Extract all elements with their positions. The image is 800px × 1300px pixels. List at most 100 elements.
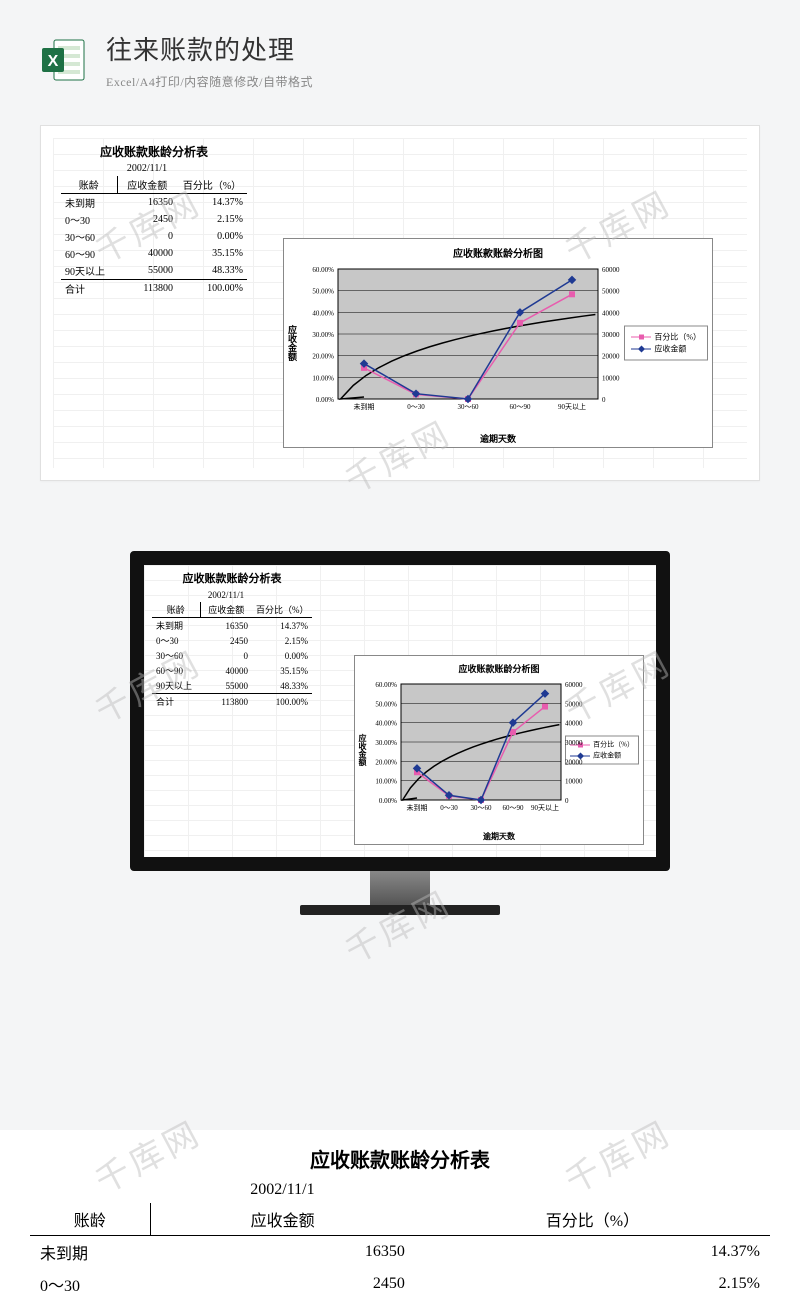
svg-text:60～90: 60～90: [510, 403, 532, 411]
svg-text:90天以上: 90天以上: [531, 803, 559, 812]
svg-text:10.00%: 10.00%: [312, 374, 334, 382]
col-header: 百分比（%）: [177, 176, 247, 194]
cell: 55000: [117, 262, 177, 280]
svg-text:未到期: 未到期: [354, 402, 375, 411]
y-axis-label: 应收金额: [286, 325, 299, 361]
monitor-screen: 应收账款账龄分析表 2002/11/1 账龄 应收金额 百分比（%） 未到期16…: [130, 551, 670, 871]
cell: 60～90: [152, 663, 200, 678]
cell: 40000: [200, 663, 252, 678]
chart-legend: 百分比（%） 应收金额: [624, 326, 708, 361]
page-subtitle: Excel/A4打印/内容随意修改/自带格式: [106, 73, 313, 90]
cell: 2.15%: [177, 211, 247, 228]
total-label: 合计: [61, 280, 117, 298]
monitor-stand-neck: [370, 871, 430, 905]
monitor-mockup: 应收账款账龄分析表 2002/11/1 账龄 应收金额 百分比（%） 未到期16…: [130, 551, 670, 915]
table-date: 2002/11/1: [117, 161, 177, 176]
legend-item: 百分比（%）: [631, 332, 701, 343]
legend-label: 应收金额: [654, 344, 686, 355]
preview-card-1: 应收账款账龄分析表 2002/11/1 账龄 应收金额 百分比（%） 未到期16…: [40, 125, 760, 481]
cell: 35.15%: [252, 663, 312, 678]
svg-text:0.00%: 0.00%: [379, 797, 397, 805]
total-amount: 113800: [117, 280, 177, 298]
col-header: 应收金额: [117, 176, 177, 194]
cell: 0: [117, 228, 177, 245]
svg-text:90天以上: 90天以上: [558, 402, 586, 411]
col-header: 账龄: [152, 602, 200, 618]
cell: 14.37%: [415, 1236, 770, 1269]
col-header: 百分比（%）: [252, 602, 312, 618]
svg-text:0～30: 0～30: [440, 804, 458, 812]
svg-text:50.00%: 50.00%: [312, 288, 334, 296]
table-title: 应收账款账龄分析表: [152, 569, 312, 587]
cell: 未到期: [152, 618, 200, 634]
svg-text:10.00%: 10.00%: [375, 778, 397, 786]
cell: 14.37%: [177, 194, 247, 212]
col-header: 百分比（%）: [415, 1203, 770, 1236]
svg-text:40.00%: 40.00%: [312, 309, 334, 317]
svg-text:30.00%: 30.00%: [375, 739, 397, 747]
svg-text:X: X: [48, 53, 59, 70]
chart-title: 应收账款账龄分析图: [355, 656, 643, 677]
cell: 0～30: [30, 1268, 150, 1300]
cell: 30～60: [152, 648, 200, 663]
page-header: X 往来账款的处理 Excel/A4打印/内容随意修改/自带格式: [0, 0, 800, 100]
monitor-stand-base: [300, 905, 500, 915]
svg-text:40.00%: 40.00%: [375, 720, 397, 728]
cell: 90天以上: [61, 262, 117, 280]
chart-plot-area: 0.00%10.00%20.00%30.00%40.00%50.00%60.00…: [401, 684, 561, 800]
svg-text:30～60: 30～60: [458, 403, 479, 411]
svg-text:30～60: 30～60: [471, 804, 492, 812]
cell: 0～30: [152, 633, 200, 648]
cell: 0.00%: [252, 648, 312, 663]
svg-text:20.00%: 20.00%: [312, 353, 334, 361]
cell: 0: [200, 648, 252, 663]
cell: 未到期: [61, 194, 117, 212]
svg-text:0: 0: [565, 797, 569, 805]
excel-file-icon: X: [40, 36, 88, 84]
col-header: 账龄: [61, 176, 117, 194]
cell: 16350: [150, 1236, 415, 1269]
total-amount: 113800: [200, 694, 252, 710]
table-date: 2002/11/1: [150, 1177, 415, 1203]
cell: 16350: [117, 194, 177, 212]
svg-text:60000: 60000: [602, 266, 620, 274]
svg-text:30000: 30000: [565, 739, 583, 747]
svg-text:20.00%: 20.00%: [375, 758, 397, 766]
svg-text:30000: 30000: [602, 331, 620, 339]
svg-text:50.00%: 50.00%: [375, 700, 397, 708]
cell: 2450: [117, 211, 177, 228]
legend-label: 百分比（%）: [654, 332, 701, 343]
svg-text:0: 0: [602, 396, 606, 404]
cell: 55000: [200, 678, 252, 694]
aging-table-monitor: 应收账款账龄分析表 2002/11/1 账龄 应收金额 百分比（%） 未到期16…: [152, 569, 312, 709]
svg-text:20000: 20000: [602, 353, 620, 361]
svg-text:未到期: 未到期: [407, 803, 428, 812]
cell: 48.33%: [177, 262, 247, 280]
legend-label: 百分比（%）: [593, 740, 634, 750]
svg-text:10000: 10000: [565, 778, 583, 786]
svg-text:60000: 60000: [565, 681, 583, 689]
cell: 90天以上: [152, 678, 200, 694]
legend-label: 应收金额: [593, 751, 621, 761]
col-header: 应收金额: [150, 1203, 415, 1236]
total-pct: 100.00%: [177, 280, 247, 298]
cell: 40000: [117, 245, 177, 262]
table-date: 2002/11/1: [200, 587, 252, 602]
cell: 2450: [200, 633, 252, 648]
page-title: 往来账款的处理: [106, 30, 313, 67]
chart-title: 应收账款账龄分析图: [284, 239, 712, 262]
bottom-table-snippet: 应收账款账龄分析表 2002/11/1 账龄 应收金额 百分比（%） 未到期16…: [0, 1130, 800, 1300]
cell: 35.15%: [177, 245, 247, 262]
x-axis-label: 逾期天数: [483, 831, 515, 842]
svg-text:0～30: 0～30: [407, 403, 425, 411]
legend-item: 应收金额: [631, 344, 701, 355]
x-axis-label: 逾期天数: [480, 432, 516, 445]
cell: 2.15%: [252, 633, 312, 648]
spreadsheet-preview-monitor: 应收账款账龄分析表 2002/11/1 账龄 应收金额 百分比（%） 未到期16…: [144, 565, 656, 857]
cell: 30～60: [61, 228, 117, 245]
svg-text:0.00%: 0.00%: [316, 396, 334, 404]
cell: 未到期: [30, 1236, 150, 1269]
aging-chart: 应收账款账龄分析图 应收金额 逾期天数 百分比（%） 应收金额 0.00% 10.…: [283, 238, 713, 448]
cell: 2.15%: [415, 1268, 770, 1300]
svg-text:60.00%: 60.00%: [375, 681, 397, 689]
